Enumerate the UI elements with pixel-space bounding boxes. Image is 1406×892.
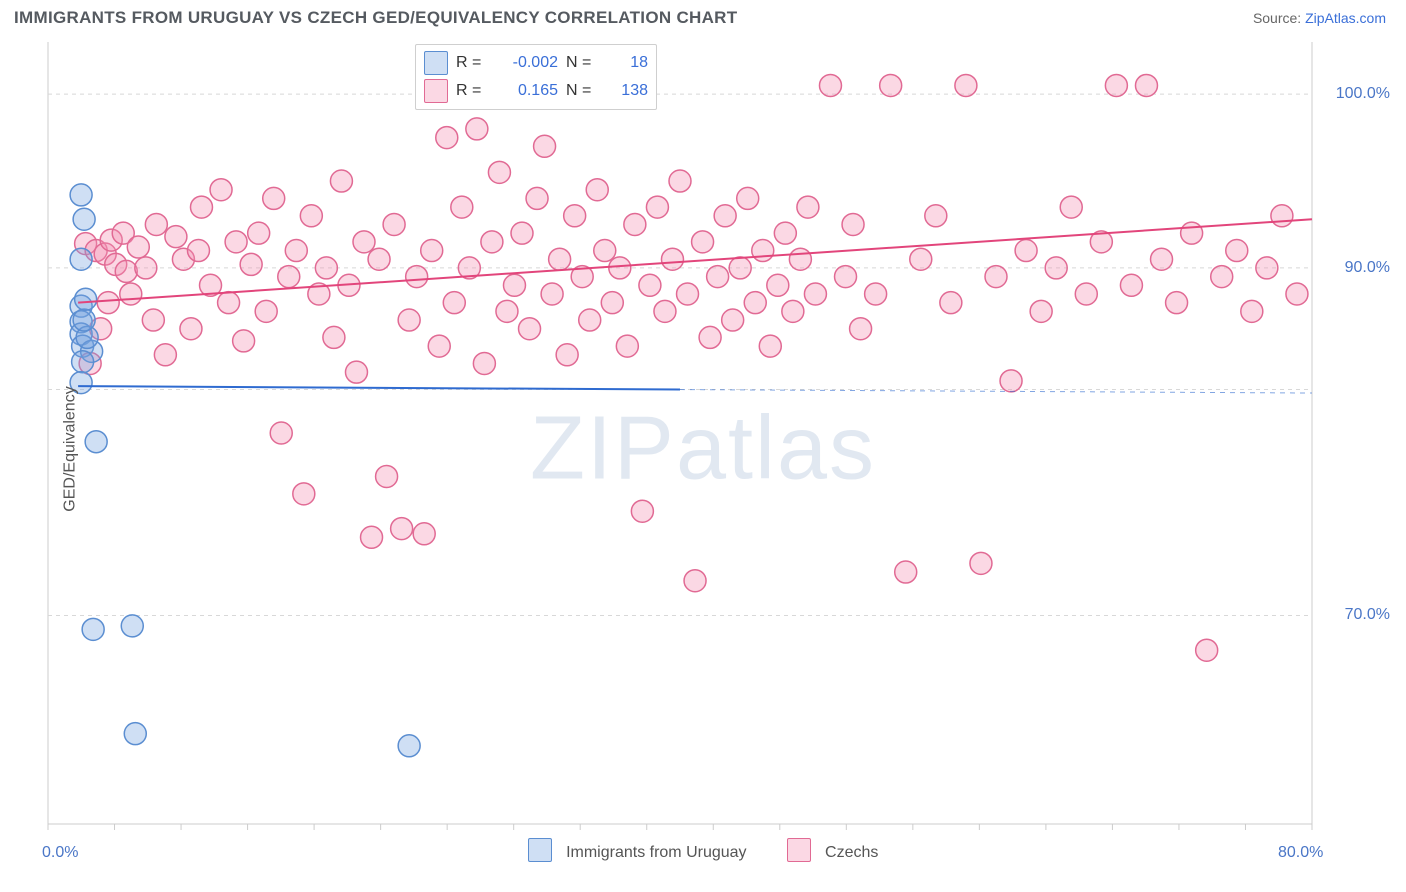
y-tick-label: 90.0% xyxy=(1345,259,1390,277)
legend-label-uruguay: Immigrants from Uruguay xyxy=(566,844,747,861)
scatter-chart xyxy=(0,34,1406,864)
chart-header: IMMIGRANTS FROM URUGUAY VS CZECH GED/EQU… xyxy=(0,0,1406,34)
legend-N-label: N = xyxy=(566,82,600,100)
legend-N-value: 18 xyxy=(608,54,648,72)
legend-swatch xyxy=(424,79,448,103)
legend-N-value: 138 xyxy=(608,82,648,100)
legend-row: R = -0.002 N = 18 xyxy=(424,49,648,77)
legend-item-uruguay: Immigrants from Uruguay xyxy=(528,838,747,862)
legend-row: R = 0.165 N = 138 xyxy=(424,77,648,105)
source-link[interactable]: ZipAtlas.com xyxy=(1305,10,1386,26)
legend-R-value: 0.165 xyxy=(498,82,558,100)
legend-N-label: N = xyxy=(566,54,600,72)
legend-swatch xyxy=(424,51,448,75)
chart-title: IMMIGRANTS FROM URUGUAY VS CZECH GED/EQU… xyxy=(14,8,737,28)
legend-R-value: -0.002 xyxy=(498,54,558,72)
y-tick-label: 70.0% xyxy=(1345,606,1390,624)
y-axis-title: GED/Equivalency xyxy=(62,386,80,511)
correlation-legend: R = -0.002 N = 18 R = 0.165 N = 138 xyxy=(415,44,657,110)
y-tick-label: 100.0% xyxy=(1336,85,1390,103)
series-legend: Immigrants from Uruguay Czechs xyxy=(0,838,1406,862)
legend-R-label: R = xyxy=(456,82,490,100)
legend-item-czechs: Czechs xyxy=(787,838,879,862)
source-prefix: Source: xyxy=(1253,10,1305,26)
chart-source: Source: ZipAtlas.com xyxy=(1253,10,1386,26)
legend-label-czechs: Czechs xyxy=(825,844,878,861)
legend-swatch-czechs xyxy=(787,838,811,862)
legend-swatch-uruguay xyxy=(528,838,552,862)
chart-container: ZIPatlas GED/Equivalency 70.0%90.0%100.0… xyxy=(0,34,1406,864)
legend-R-label: R = xyxy=(456,54,490,72)
